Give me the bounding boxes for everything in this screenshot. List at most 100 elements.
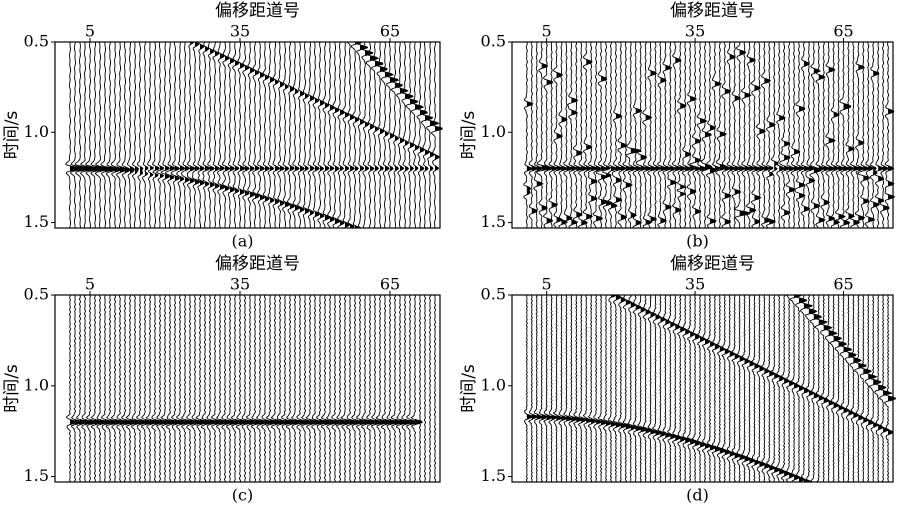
trace <box>873 294 887 483</box>
x-tick-label: 65 <box>833 275 853 294</box>
trace-fill <box>400 295 408 482</box>
trace <box>307 41 315 228</box>
trace-fill <box>200 42 205 228</box>
trace <box>277 41 285 229</box>
trace <box>342 41 351 229</box>
trace-fill <box>165 42 170 228</box>
trace <box>186 41 196 229</box>
trace-fill <box>90 295 98 482</box>
trace <box>878 294 893 483</box>
trace <box>320 295 333 483</box>
trace <box>662 41 673 229</box>
trace <box>528 41 538 229</box>
trace-fill <box>405 295 413 482</box>
trace-fill <box>660 42 667 228</box>
y-tick-label: 0.5 <box>24 285 49 304</box>
trace-fill <box>754 295 761 482</box>
trace-fill <box>315 42 320 228</box>
trace <box>553 41 563 229</box>
trace <box>100 41 115 229</box>
trace <box>237 41 246 229</box>
trace <box>296 294 309 483</box>
trace <box>558 41 568 229</box>
trace <box>140 294 154 483</box>
trace <box>390 295 403 483</box>
trace <box>425 42 440 229</box>
trace <box>582 294 593 483</box>
trace <box>868 294 882 483</box>
traces <box>523 294 896 483</box>
trace-fill <box>425 42 433 228</box>
trace <box>632 42 643 229</box>
trace-fill <box>685 295 691 482</box>
trace <box>804 294 818 483</box>
trace <box>151 42 160 229</box>
trace <box>528 294 539 483</box>
caption: (d) <box>686 486 709 505</box>
trace <box>125 294 138 483</box>
trace <box>632 294 642 483</box>
trace <box>197 41 206 229</box>
trace <box>830 42 841 229</box>
trace <box>292 41 301 229</box>
traces <box>66 294 437 483</box>
trace-fill <box>235 295 243 482</box>
trace <box>854 294 867 483</box>
trace-fill <box>215 295 223 482</box>
trace <box>755 42 766 229</box>
trace <box>592 41 604 229</box>
trace <box>255 294 268 482</box>
trace-fill <box>420 42 428 228</box>
trace-fill <box>110 42 118 228</box>
trace-fill <box>868 295 877 482</box>
x-axis-title: 偏移距道号 <box>670 1 755 21</box>
trace <box>770 294 780 483</box>
trace <box>794 294 808 483</box>
trace-fill <box>115 42 123 228</box>
trace <box>64 41 81 229</box>
trace <box>667 41 678 229</box>
trace <box>186 294 198 483</box>
trace <box>90 294 103 483</box>
trace <box>317 41 325 229</box>
trace-fill <box>365 295 373 482</box>
trace-fill <box>170 295 178 482</box>
trace-fill <box>220 295 228 482</box>
trace <box>849 41 861 229</box>
trace <box>356 41 369 229</box>
trace <box>267 41 275 229</box>
trace <box>126 41 135 229</box>
trace-fill <box>853 295 862 482</box>
trace <box>265 294 279 483</box>
trace <box>587 294 598 483</box>
trace-fill <box>320 295 328 482</box>
caption: (b) <box>686 232 709 251</box>
trace-fill <box>798 295 807 482</box>
trace <box>651 294 662 483</box>
trace <box>563 41 573 229</box>
y-tick-label: 0.5 <box>481 32 506 51</box>
trace-fill <box>155 295 163 482</box>
trace <box>612 294 623 483</box>
trace-fill <box>330 295 338 482</box>
trace <box>423 294 427 483</box>
trace <box>721 41 732 229</box>
trace-fill <box>410 295 418 482</box>
trace <box>760 41 771 229</box>
x-axis-title: 偏移距道号 <box>215 254 300 274</box>
trace <box>824 294 838 483</box>
trace <box>235 294 248 483</box>
y-tick-label: 1.0 <box>481 122 506 141</box>
x-tick-label: 5 <box>85 275 95 294</box>
trace-fill <box>531 42 538 228</box>
y-axis-title: 时间/s <box>459 111 479 160</box>
trace <box>705 41 717 229</box>
trace <box>828 294 843 483</box>
trace-fill <box>591 42 597 228</box>
trace <box>131 294 144 483</box>
trace-fill <box>160 295 168 482</box>
x-tick-label: 65 <box>380 275 400 294</box>
trace <box>637 294 647 483</box>
trace <box>543 294 553 483</box>
